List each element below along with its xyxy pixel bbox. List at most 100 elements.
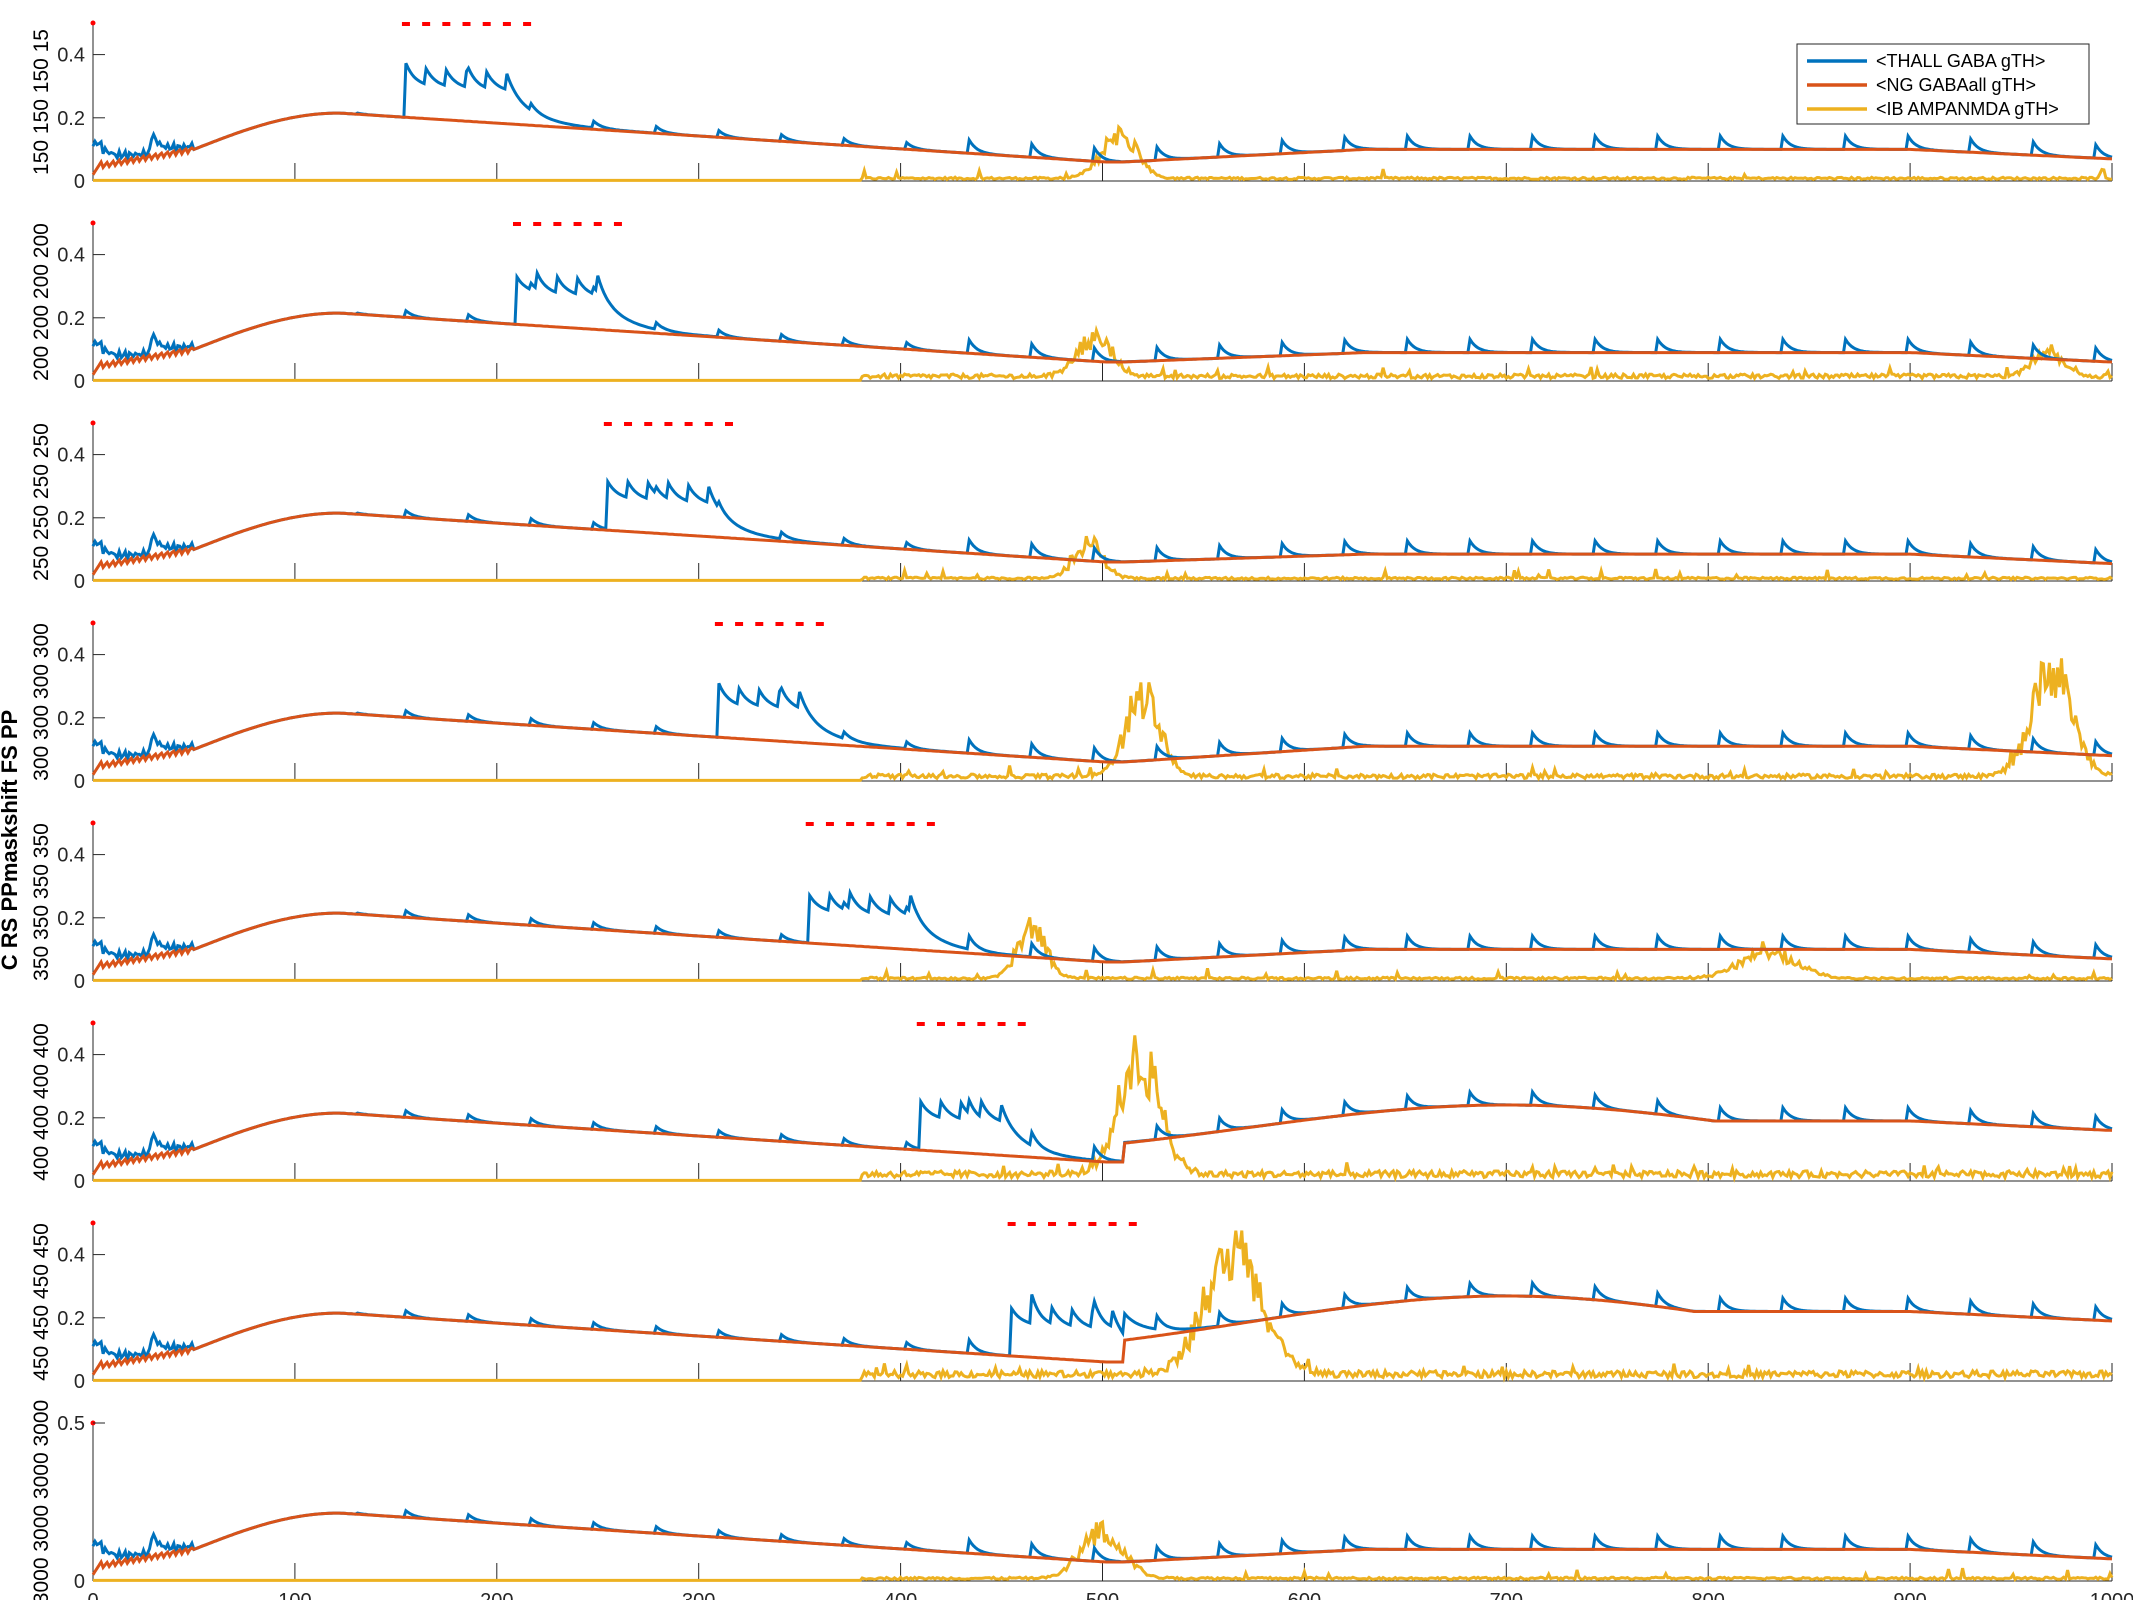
pulse-marker <box>916 1022 925 1026</box>
x-tick-label: 400 <box>884 1590 917 1600</box>
pulse-marker <box>1017 1022 1026 1026</box>
axis-top-marker <box>90 1020 96 1026</box>
y-tick-label: 0.2 <box>57 508 85 530</box>
pulse-marker <box>825 822 834 826</box>
y-tick-label: 0.2 <box>57 708 85 730</box>
pulse-marker <box>1068 1222 1077 1226</box>
pulse-marker <box>664 422 673 426</box>
series-thall <box>91 1279 2113 1362</box>
x-tick-label: 300 <box>682 1590 715 1600</box>
pulse-marker <box>512 222 521 226</box>
series-ng <box>91 1103 2113 1176</box>
pulse-marker <box>735 622 744 626</box>
y-axis-label: 150 150 150 15 <box>30 29 53 175</box>
series-ng <box>91 511 2113 576</box>
pulse-marker <box>603 422 612 426</box>
pulse-marker <box>795 622 804 626</box>
x-tick-label: 200 <box>480 1590 513 1600</box>
series-thall <box>91 887 2113 964</box>
y-axis-label: 450 450 450 450 <box>30 1223 53 1381</box>
series-thall <box>91 682 2113 764</box>
y-axis-label: 400 400 400 400 <box>30 1023 53 1181</box>
pulse-marker <box>482 22 491 26</box>
series-ib <box>93 1035 2114 1183</box>
pulse-marker <box>553 222 562 226</box>
pulse-marker <box>957 1022 966 1026</box>
pulse-marker <box>805 822 814 826</box>
pulse-marker <box>997 1022 1006 1026</box>
series-ib <box>93 123 2113 182</box>
legend-entry-ng: <NG GABAall gTH> <box>1876 75 2036 95</box>
y-tick-label: 0 <box>74 571 85 593</box>
pulse-marker <box>613 222 622 226</box>
series-ng <box>91 1511 2113 1576</box>
y-tick-label: 0.4 <box>57 1045 85 1067</box>
y-tick-label: 0.4 <box>57 445 85 467</box>
pulse-marker <box>1048 1222 1057 1226</box>
pulse-marker <box>1108 1222 1117 1226</box>
axis-top-marker <box>90 820 96 826</box>
legend: <THALL GABA gTH> <NG GABAall gTH> <IB AM… <box>1796 43 2090 125</box>
pulse-marker <box>573 222 582 226</box>
y-tick-label: 0.2 <box>57 108 85 130</box>
y-tick-label: 0.4 <box>57 645 85 667</box>
pulse-marker <box>886 822 895 826</box>
y-axis-label: 300 300 300 300 <box>30 623 53 781</box>
x-tick-label: 500 <box>1086 1590 1119 1600</box>
pulse-marker <box>906 822 915 826</box>
series-ng <box>91 111 2113 176</box>
pulse-marker <box>1027 1222 1036 1226</box>
figure-label: C RS PPmaskshift FS PP <box>0 710 22 970</box>
x-tick-label: 0 <box>87 1590 98 1600</box>
y-tick-label: 0 <box>74 1171 85 1193</box>
pulse-marker <box>462 22 471 26</box>
legend-entry-thall: <THALL GABA gTH> <box>1876 51 2045 71</box>
y-axis-label: 250 250 250 250 <box>30 423 53 581</box>
pulse-marker <box>401 22 410 26</box>
y-axis-label: 200 200 200 200 <box>30 223 53 381</box>
pulse-marker <box>926 822 935 826</box>
pulse-marker <box>815 622 824 626</box>
pulse-marker <box>1007 1222 1016 1226</box>
pulse-marker <box>714 622 723 626</box>
pulse-marker <box>977 1022 986 1026</box>
y-tick-label: 0.4 <box>57 245 85 267</box>
pulse-marker <box>936 1022 945 1026</box>
x-tick-label: 100 <box>278 1590 311 1600</box>
series-ng <box>91 311 2113 376</box>
pulse-marker <box>502 22 511 26</box>
y-axis-label: 3000 3000 3000 3000 <box>30 1400 53 1600</box>
pulse-marker <box>1088 1222 1097 1226</box>
y-tick-label: 0.5 <box>57 1413 85 1435</box>
axis-top-marker <box>90 220 96 226</box>
axis-top-marker <box>90 1220 96 1226</box>
axis-top-marker <box>90 620 96 626</box>
pulse-marker <box>755 622 764 626</box>
series-ib <box>93 658 2113 782</box>
y-tick-label: 0.4 <box>57 45 85 67</box>
pulse-marker <box>523 22 532 26</box>
y-tick-label: 0.2 <box>57 1308 85 1330</box>
pulse-marker <box>442 22 451 26</box>
pulse-marker <box>533 222 542 226</box>
pulse-marker <box>775 622 784 626</box>
shared-x-axis: 0 100 200 300 400 500 600 700 800 900 1000 <box>87 1590 2133 1600</box>
pulse-marker <box>1128 1222 1137 1226</box>
pulse-marker <box>624 422 633 426</box>
y-tick-label: 0 <box>74 171 85 193</box>
pulse-marker <box>422 22 431 26</box>
y-tick-label: 0.2 <box>57 1108 85 1130</box>
pulse-marker <box>866 822 875 826</box>
series-ib <box>93 1519 2114 1582</box>
pulse-marker <box>724 422 733 426</box>
legend-entry-ib: <IB AMPANMDA gTH> <box>1876 99 2059 119</box>
y-tick-label: 0 <box>74 971 85 993</box>
y-axis-label: 350 350 350 350 <box>30 823 53 981</box>
pulse-marker <box>593 222 602 226</box>
